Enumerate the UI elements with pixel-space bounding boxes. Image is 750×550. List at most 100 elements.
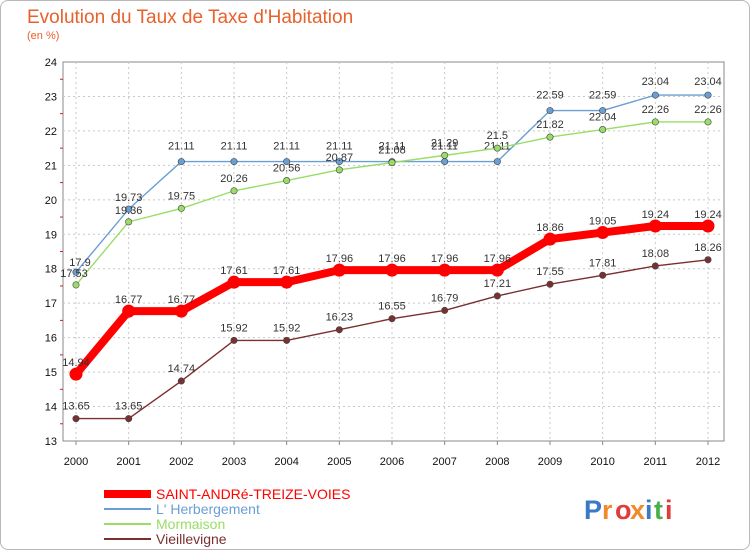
data-label: 16.23 [326, 312, 354, 324]
y-tick-label: 17 [45, 298, 57, 310]
data-label: 22.59 [536, 90, 564, 102]
x-tick-label: 2008 [485, 456, 509, 468]
data-label: 19.24 [642, 209, 670, 221]
data-point [704, 91, 712, 99]
data-label: 20.26 [220, 173, 248, 185]
data-point [388, 315, 396, 323]
data-label: 19.75 [168, 190, 196, 202]
data-point [651, 91, 659, 99]
x-tick-label: 2004 [274, 456, 298, 468]
data-point [177, 377, 185, 385]
series-2: 17.53 19.36 19.75 20.26 20.56 20.87 21.08 21.29… [60, 104, 722, 289]
chart-title: Evolution du Taux de Taxe d'Habitation [27, 7, 354, 28]
data-point [385, 263, 399, 277]
data-point [543, 232, 557, 246]
data-label: 16.77 [115, 294, 143, 306]
x-tick-label: 2009 [538, 456, 562, 468]
data-label: 14.94 [62, 357, 90, 369]
data-point [599, 271, 607, 279]
data-point [230, 158, 238, 166]
logo-letter: t [654, 495, 663, 525]
data-point [122, 304, 136, 318]
data-label: 21.11 [431, 141, 458, 153]
data-label: 17.9 [69, 257, 90, 269]
logo-letter: i [645, 495, 653, 525]
y-tick-label: 15 [45, 367, 57, 379]
data-point [493, 292, 501, 300]
data-point [72, 281, 80, 289]
data-point [546, 133, 554, 141]
plot-area [62, 61, 725, 442]
data-label: 14.74 [168, 363, 196, 375]
data-label: 22.59 [589, 90, 617, 102]
y-tick-label: 23 [45, 91, 57, 103]
data-label: 17.96 [431, 253, 459, 265]
data-label: 17.96 [326, 253, 354, 265]
data-point [651, 118, 659, 126]
data-label: 18.86 [536, 222, 564, 234]
data-point [72, 268, 80, 276]
data-point [283, 177, 291, 185]
data-label: 20.87 [326, 152, 354, 164]
data-point [283, 336, 291, 344]
data-point [441, 158, 449, 166]
data-label: 19.73 [115, 192, 143, 204]
data-label: 21.29 [431, 137, 459, 149]
data-label: 19.36 [115, 205, 143, 217]
data-label: 17.81 [589, 257, 617, 269]
data-point [332, 263, 346, 277]
data-label: 21.08 [378, 145, 406, 157]
y-tick-label: 24 [45, 57, 57, 69]
logo-letter: o [615, 495, 632, 525]
data-point [125, 205, 133, 213]
data-point [283, 158, 291, 166]
data-label: 23.04 [694, 76, 722, 88]
data-point [701, 219, 715, 233]
data-point [177, 158, 185, 166]
data-label: 17.21 [484, 278, 512, 290]
data-point [335, 166, 343, 174]
data-point [651, 262, 659, 270]
logo-letter: P [584, 495, 602, 525]
y-tick-label: 13 [45, 436, 57, 448]
data-point [335, 326, 343, 334]
data-point [72, 415, 80, 423]
data-point [230, 187, 238, 195]
data-label: 21.11 [221, 141, 248, 153]
data-label: 17.61 [273, 265, 301, 277]
x-tick-label: 2011 [644, 456, 668, 468]
data-point [125, 218, 133, 226]
y-tick-label: 20 [45, 195, 57, 207]
data-label: 21.11 [273, 141, 300, 153]
data-point [335, 158, 343, 166]
data-point [493, 144, 501, 152]
y-tick-label: 18 [45, 264, 57, 276]
data-label: 16.77 [168, 294, 196, 306]
data-label: 19.05 [589, 216, 617, 228]
legend-label: L' Herbergement [156, 501, 260, 517]
x-tick-label: 2012 [696, 456, 720, 468]
y-tick-label: 22 [45, 126, 57, 138]
data-label: 17.96 [378, 253, 406, 265]
data-label: 23.04 [642, 76, 670, 88]
data-point [441, 306, 449, 314]
data-label: 22.26 [642, 104, 670, 116]
data-point [648, 219, 662, 233]
legend-label: Vieillevigne [156, 531, 227, 547]
y-tick-label: 19 [45, 229, 57, 241]
data-point [490, 263, 504, 277]
data-point [230, 336, 238, 344]
data-point [546, 107, 554, 115]
y-tick-label: 21 [45, 160, 57, 172]
data-point [493, 158, 501, 166]
x-tick-label: 2001 [116, 456, 140, 468]
data-label: 13.65 [115, 401, 143, 413]
data-point [546, 280, 554, 288]
data-label: 18.08 [642, 248, 670, 260]
data-point [441, 151, 449, 159]
data-point [438, 263, 452, 277]
data-point [704, 256, 712, 264]
data-label: 21.11 [326, 141, 353, 153]
